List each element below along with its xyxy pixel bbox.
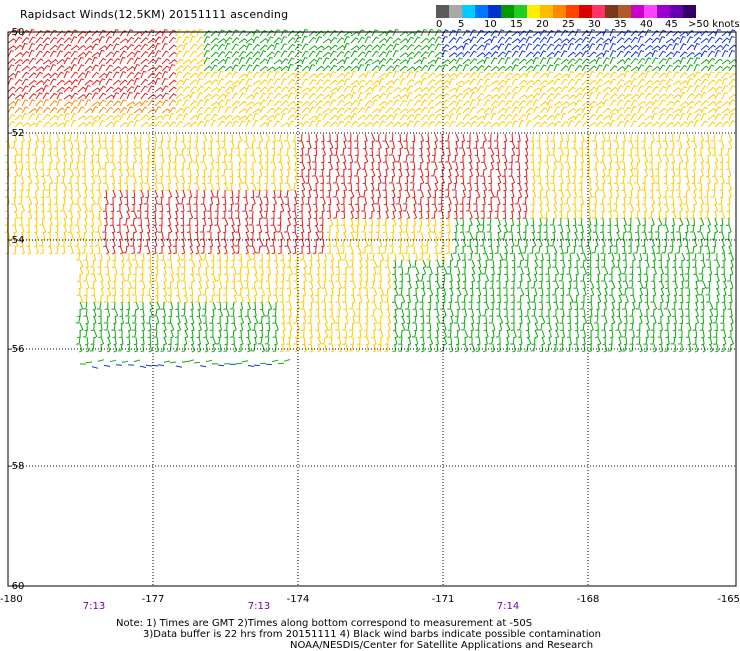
lon-label: -174 — [287, 594, 310, 605]
time-label: 7:13 — [248, 601, 270, 612]
scale-swatch — [644, 5, 657, 18]
axis-labels: -50 -52 -54 -56 -58 -60 -180 -177 -174 -171 -168 -1… — [0, 27, 740, 612]
scale-label: 30 — [588, 19, 601, 30]
scale-label: 40 — [640, 19, 653, 30]
scale-swatch — [436, 5, 449, 18]
footer-line-1: Note: 1) Times are GMT 2)Times along bot… — [116, 618, 533, 629]
scale-swatch — [683, 5, 696, 18]
lon-label: -171 — [432, 594, 455, 605]
scale-label: 15 — [510, 19, 523, 30]
scale-label: 35 — [614, 19, 627, 30]
scale-swatch — [605, 5, 618, 18]
scale-label: 45 — [665, 19, 678, 30]
wind-speed-scale: 0 5 10 15 20 25 30 35 40 45 >50 knots — [436, 5, 740, 30]
lat-label: -56 — [8, 344, 24, 355]
scale-label: 20 — [536, 19, 549, 30]
scale-swatch — [488, 5, 501, 18]
scale-swatch — [514, 5, 527, 18]
scale-swatch — [566, 5, 579, 18]
time-label: 7:13 — [83, 601, 105, 612]
scale-label: 0 — [436, 19, 443, 30]
scale-swatch — [449, 5, 462, 18]
lat-label: -54 — [8, 235, 24, 246]
scale-swatch — [540, 5, 553, 18]
map-title: Rapidsact Winds(12.5KM) 20151111 ascendi… — [20, 8, 289, 21]
scale-swatch — [631, 5, 644, 18]
scale-swatch — [657, 5, 670, 18]
lon-label: -180 — [0, 594, 23, 605]
scale-labels: 0 5 10 15 20 25 30 35 40 45 >50 knots — [436, 18, 740, 30]
scale-label: 5 — [458, 19, 465, 30]
lat-label: -52 — [8, 128, 24, 139]
scale-swatch — [579, 5, 592, 18]
scale-swatch — [618, 5, 631, 18]
scale-label: 25 — [562, 19, 575, 30]
lon-label: -168 — [577, 594, 600, 605]
footer-line-2: 3)Data buffer is 22 hrs from 20151111 4)… — [143, 629, 601, 640]
scale-swatch — [592, 5, 605, 18]
footer-line-3: NOAA/NESDIS/Center for Satellite Applica… — [290, 640, 594, 651]
lat-lon-grid — [7, 31, 737, 587]
scale-label: 10 — [484, 19, 497, 30]
lat-label: -58 — [8, 461, 24, 472]
scale-swatch — [475, 5, 488, 18]
lat-label: -50 — [8, 27, 24, 38]
scale-label: >50 knots — [688, 19, 740, 30]
scale-swatch — [670, 5, 683, 18]
wind-barbs — [4, 28, 738, 369]
scale-swatch — [462, 5, 475, 18]
time-label: 7:14 — [497, 601, 519, 612]
scale-swatches — [436, 5, 736, 18]
scale-swatch — [553, 5, 566, 18]
lat-label: -60 — [8, 581, 24, 592]
scale-swatch — [527, 5, 540, 18]
lon-label: -165 — [717, 594, 740, 605]
lon-label: -177 — [142, 594, 165, 605]
scale-swatch — [501, 5, 514, 18]
